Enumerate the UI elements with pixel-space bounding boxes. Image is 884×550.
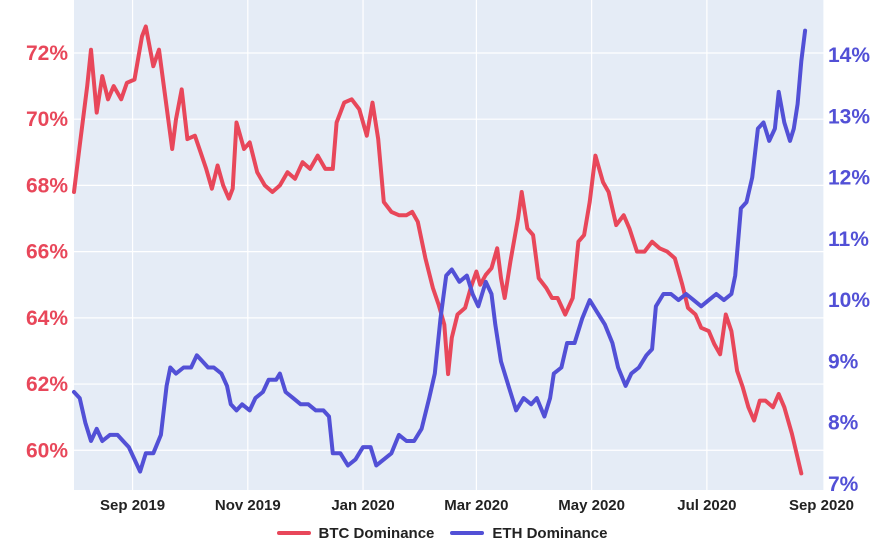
left-tick-label: 64% bbox=[26, 307, 68, 330]
right-tick-label: 7% bbox=[828, 473, 859, 496]
eth-dominance-line bbox=[72, 28, 808, 474]
right-tick-label: 9% bbox=[828, 350, 859, 373]
legend: BTC Dominance ETH Dominance bbox=[0, 520, 884, 546]
left-tick-label: 66% bbox=[26, 241, 68, 264]
right-tick-label: 12% bbox=[828, 167, 870, 190]
right-tick-label: 8% bbox=[828, 412, 859, 435]
legend-item-eth[interactable]: ETH Dominance bbox=[450, 525, 607, 542]
plot-area-background bbox=[74, 0, 824, 490]
x-tick-label: Jan 2020 bbox=[331, 497, 394, 514]
grid-lines bbox=[74, 0, 825, 490]
series-layer bbox=[72, 24, 808, 476]
x-tick-label: May 2020 bbox=[558, 497, 625, 514]
right-tick-label: 10% bbox=[828, 289, 870, 312]
legend-swatch-eth bbox=[450, 531, 485, 535]
left-tick-label: 72% bbox=[26, 42, 68, 65]
left-axis-ticks: 60% 62% 64% 66% 68% 70% 72% bbox=[26, 42, 68, 462]
right-tick-label: 13% bbox=[828, 105, 870, 128]
dual-axis-line-chart: 60% 62% 64% 66% 68% 70% 72% 7% 8% 9% 10% 11% 12% 13%… bbox=[26, 0, 870, 514]
x-axis-ticks: Sep 2019 Nov 2019 Jan 2020 Mar 2020 May 2020… bbox=[100, 497, 854, 514]
x-tick-label: Sep 2019 bbox=[100, 497, 165, 514]
x-tick-label: Jul 2020 bbox=[677, 497, 736, 514]
legend-label-btc: BTC Dominance bbox=[318, 524, 435, 542]
left-tick-label: 60% bbox=[26, 439, 68, 462]
right-tick-label: 11% bbox=[828, 228, 869, 251]
x-tick-label: Sep 2020 bbox=[789, 497, 854, 514]
btc-dominance-line bbox=[72, 24, 804, 476]
left-tick-label: 62% bbox=[26, 373, 68, 396]
x-tick-label: Nov 2019 bbox=[215, 497, 281, 514]
right-axis-ticks: 7% 8% 9% 10% 11% 12% 13% 14% bbox=[828, 44, 870, 496]
x-tick-label: Mar 2020 bbox=[444, 497, 508, 514]
legend-item-btc[interactable]: BTC Dominance bbox=[276, 524, 435, 542]
left-tick-label: 68% bbox=[26, 174, 68, 197]
legend-swatch-btc bbox=[276, 531, 311, 535]
right-tick-label: 14% bbox=[828, 44, 870, 67]
legend-label-eth: ETH Dominance bbox=[492, 524, 608, 542]
left-tick-label: 70% bbox=[26, 108, 68, 131]
